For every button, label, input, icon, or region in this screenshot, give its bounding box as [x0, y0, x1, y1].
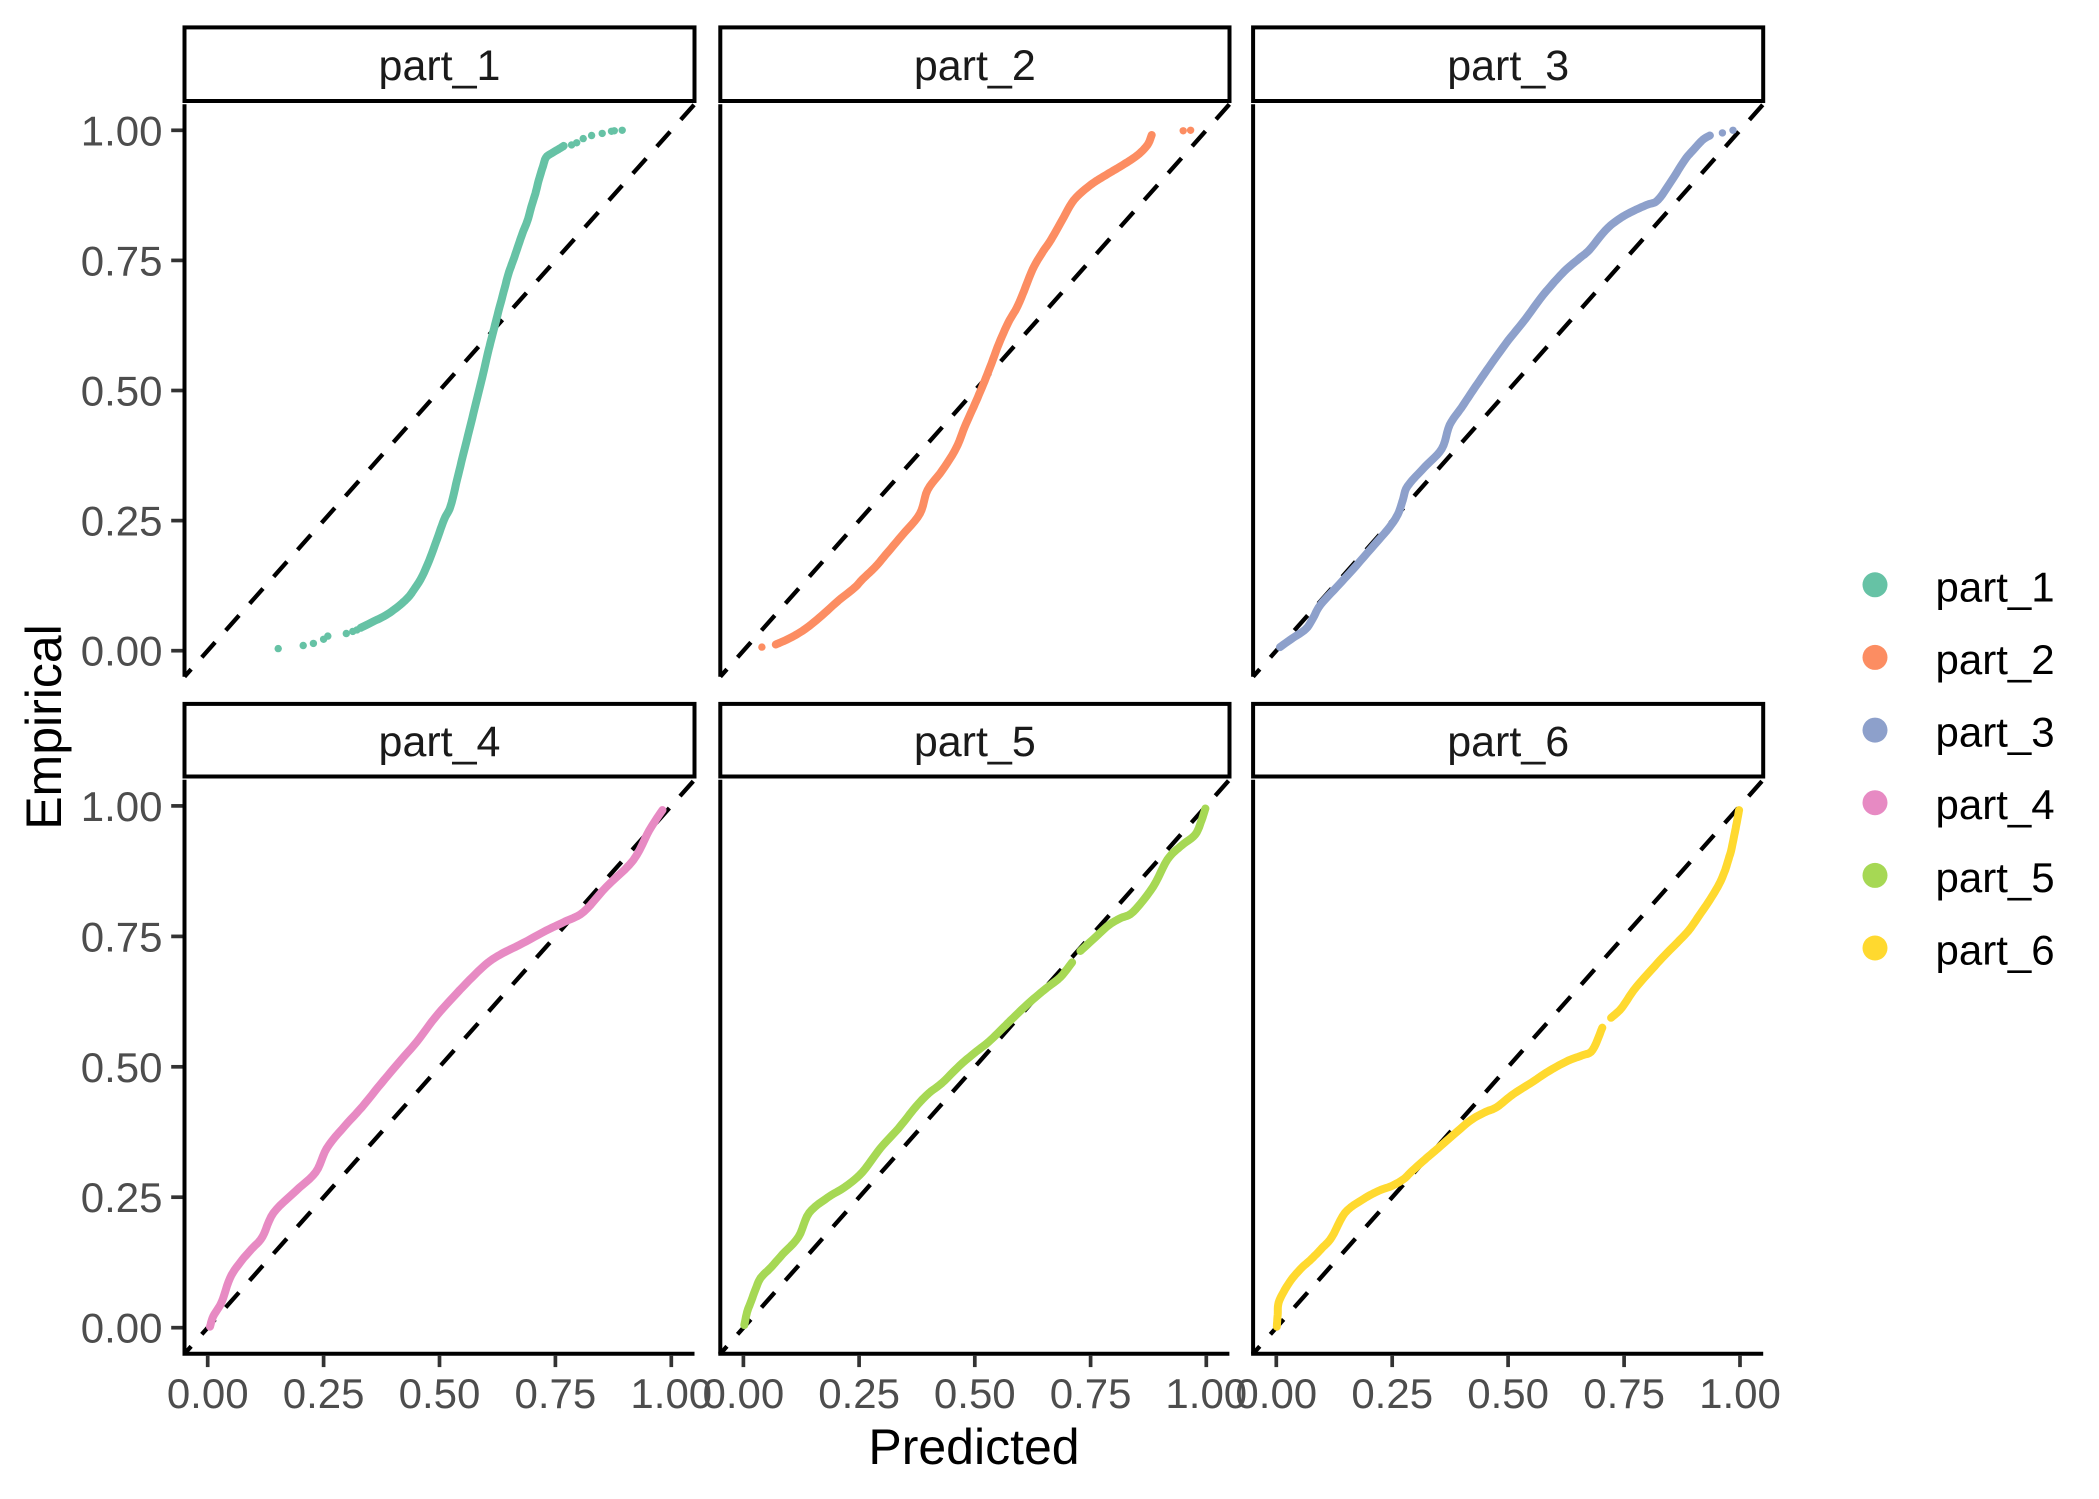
svg-text:part_6: part_6	[1936, 927, 2055, 974]
svg-text:0.25: 0.25	[1351, 1370, 1433, 1417]
svg-text:0.00: 0.00	[167, 1370, 249, 1417]
svg-text:part_1: part_1	[1936, 563, 2055, 610]
svg-text:part_1: part_1	[379, 42, 501, 90]
svg-text:1.00: 1.00	[1699, 1370, 1781, 1417]
svg-text:1.00: 1.00	[81, 783, 163, 830]
svg-text:0.25: 0.25	[818, 1370, 900, 1417]
svg-text:part_4: part_4	[379, 718, 501, 766]
svg-text:part_5: part_5	[914, 718, 1036, 766]
svg-text:1.00: 1.00	[630, 1370, 712, 1417]
svg-text:0.50: 0.50	[399, 1370, 481, 1417]
svg-text:0.50: 0.50	[81, 368, 163, 415]
svg-text:0.00: 0.00	[81, 628, 163, 675]
svg-text:0.25: 0.25	[283, 1370, 365, 1417]
svg-text:0.50: 0.50	[934, 1370, 1016, 1417]
svg-text:part_5: part_5	[1936, 854, 2055, 901]
svg-text:0.50: 0.50	[1467, 1370, 1549, 1417]
svg-text:part_2: part_2	[1936, 636, 2055, 683]
svg-text:0.50: 0.50	[81, 1044, 163, 1091]
svg-text:1.00: 1.00	[81, 107, 163, 154]
svg-text:part_6: part_6	[1447, 718, 1569, 766]
svg-text:Empirical: Empirical	[16, 624, 72, 830]
svg-text:0.75: 0.75	[515, 1370, 597, 1417]
svg-text:0.25: 0.25	[81, 498, 163, 545]
svg-text:1.00: 1.00	[1165, 1370, 1247, 1417]
svg-text:part_4: part_4	[1936, 781, 2055, 828]
svg-text:part_3: part_3	[1936, 709, 2055, 756]
svg-text:part_2: part_2	[914, 42, 1036, 90]
svg-text:0.75: 0.75	[1583, 1370, 1665, 1417]
svg-text:0.25: 0.25	[81, 1174, 163, 1221]
svg-text:0.00: 0.00	[81, 1305, 163, 1352]
svg-text:Predicted: Predicted	[868, 1419, 1079, 1475]
svg-text:0.00: 0.00	[1235, 1370, 1317, 1417]
svg-text:0.00: 0.00	[703, 1370, 785, 1417]
svg-text:0.75: 0.75	[81, 237, 163, 284]
svg-text:part_3: part_3	[1447, 42, 1569, 90]
svg-text:0.75: 0.75	[81, 913, 163, 960]
svg-text:0.75: 0.75	[1050, 1370, 1132, 1417]
